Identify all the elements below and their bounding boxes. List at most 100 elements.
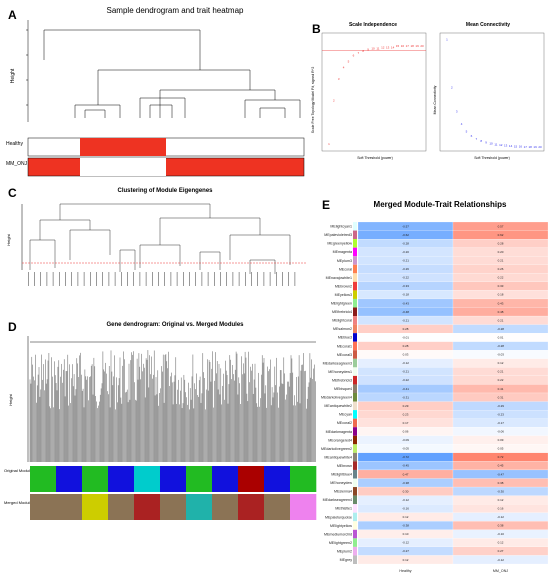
panel-d-ylabel: Height <box>8 393 13 405</box>
panel-e-cell-value: 0.20 <box>498 250 504 254</box>
panel-e-row-label: MEgrey <box>340 558 353 562</box>
panel-b-right-point: 15 <box>514 144 518 148</box>
panel-c-leaf <box>269 272 271 286</box>
panel-b-left-point: 7 <box>357 51 359 55</box>
panel-e-row-label: MEbisque4 <box>334 387 352 391</box>
panel-b-right-point: 13 <box>504 144 508 148</box>
panel-e-module-swatch <box>353 256 357 265</box>
panel-b-right-point: 20 <box>538 145 542 149</box>
panel-e-cell-value: 0.28 <box>403 327 409 331</box>
panel-e-row-label: MEhoneydew <box>330 481 352 485</box>
panel-e-row-label: MEcoral3 <box>337 353 352 357</box>
panel-d-original-segment <box>82 466 109 492</box>
panel-c-leaf <box>139 272 141 286</box>
panel-b-left-point: 2 <box>333 98 335 102</box>
panel-e-row-label: MEmagenta <box>333 250 352 254</box>
panel-b-letter: B <box>312 22 321 36</box>
panel-d-merged-segment <box>264 494 291 520</box>
panel-e-module-swatch <box>353 538 357 547</box>
panel-d-original-segment <box>134 466 161 492</box>
panel-b-right-point: 17 <box>524 145 528 149</box>
panel-b-right-point: 3 <box>456 109 458 113</box>
panel-e-row-label: MElightgreen <box>331 302 352 306</box>
panel-b-left-point: 6 <box>353 54 355 58</box>
panel-e-row-label: MElightgreen2 <box>329 541 352 545</box>
panel-e-module-swatch <box>353 247 357 257</box>
panel-e-cell-value: -0.28 <box>402 241 409 245</box>
panel-e-cell-value: -0.21 <box>402 370 409 374</box>
panel-c-leaf <box>65 272 66 286</box>
panel-d-original-segment <box>238 466 265 492</box>
panel-b-left-point: 20 <box>420 44 424 48</box>
panel-e-module-swatch <box>353 521 357 530</box>
panel-d-dendrogram: Height Original Module Merged Module <box>4 336 317 520</box>
panel-e-module-swatch <box>353 290 357 299</box>
panel-e-row-label: MEdarkmagenta <box>326 430 352 434</box>
panel-a-trait-mmonj: MM_ONJ <box>6 161 28 167</box>
panel-e-module-swatch <box>353 546 357 556</box>
panel-e-cell-value: -0.22 <box>402 378 409 382</box>
panel-e-row-label: MEdarkolivegreen2 <box>321 447 352 451</box>
panel-c-leaf <box>245 272 246 286</box>
panel-b-left-point: 16 <box>401 44 405 48</box>
panel-e-cell-value: -0.31 <box>402 395 409 399</box>
panel-b-left-point: 5 <box>348 60 350 64</box>
panel-e-cell-value: 0.45 <box>498 464 504 468</box>
panel-e-cell-value: -0.10 <box>497 532 504 536</box>
panel-c-leaf <box>195 272 196 286</box>
panel-d-merged-segment <box>134 494 161 520</box>
panel-a-ylabel: Height <box>10 68 16 83</box>
panel-e-module-swatch <box>353 298 357 308</box>
panel-e-column-label: MM_ONJ <box>493 569 508 573</box>
panel-e-module-swatch <box>353 367 357 376</box>
panel-c-leaf <box>238 272 240 286</box>
panel-e-module-swatch <box>353 512 357 522</box>
panel-d-merged-segment <box>30 494 57 520</box>
panel-e-letter: E <box>322 198 331 212</box>
panel-d-row2-label: Merged Module <box>4 500 33 505</box>
panel-c-ylabel: Height <box>6 233 11 245</box>
panel-b-right-point: 10 <box>489 142 493 146</box>
panel-e-cell-value: 0.33 <box>498 284 504 288</box>
panel-b-right-ylabel: Mean Connectivity <box>433 85 437 114</box>
panel-c-leaf <box>145 272 147 286</box>
panel-e-module-swatch <box>353 307 357 317</box>
panel-e-module-swatch <box>353 230 357 240</box>
panel-d-row1-label: Original Module <box>4 468 33 473</box>
panel-b-right-point: 5 <box>466 130 468 134</box>
panel-e-cell-value: 0.06 <box>403 430 409 434</box>
panel-e-cell-value: 0.09 <box>498 438 504 442</box>
panel-b-left-point: 9 <box>367 48 369 52</box>
panel-e-cell-value: -0.18 <box>402 293 409 297</box>
panel-b-left-frame <box>321 32 427 152</box>
panel-e-cell-value: -0.12 <box>497 558 504 562</box>
panel-c-leaf <box>102 272 103 286</box>
panel-e-cell-value: 0.72 <box>498 455 504 459</box>
panel-e-cell-value: 0.62 <box>498 233 504 237</box>
panel-e-row-label: MEyellow3 <box>335 293 352 297</box>
panel-e-row-label: MElightyellow <box>330 524 352 528</box>
panel-e-row-label: MEdarkolivegreen4 <box>321 396 352 400</box>
panel-c-letter: C <box>8 186 17 200</box>
panel-e-cell-value: 0.03 <box>403 353 409 357</box>
panel-c-leaf <box>201 272 203 286</box>
panel-e-cell-value: 0.38 <box>498 481 504 485</box>
panel-c-leaf <box>133 272 134 286</box>
panel-e-row-label: MEsalmon2 <box>333 327 352 331</box>
panel-e-cell-value: -0.28 <box>497 344 504 348</box>
panel-e-cell-value: -0.21 <box>402 318 409 322</box>
panel-e-cell-value: -0.29 <box>497 404 504 408</box>
panel-c-leaf <box>282 272 283 286</box>
panel-c-leaf <box>170 272 172 286</box>
panel-a-trait-heatmap <box>27 137 305 177</box>
panel-c-leaf <box>294 272 296 286</box>
panel-e-module-swatch <box>353 264 357 274</box>
panel-b-left-point: 15 <box>396 44 400 48</box>
panel-c-leaf <box>77 272 79 286</box>
panel-e-row-label: MEcoral <box>339 267 352 271</box>
panel-e-cell-value: 0.31 <box>498 395 504 399</box>
panel-e-module-swatch <box>353 281 357 291</box>
panel-b-right-point: 6 <box>471 134 473 138</box>
panel-d-original-segment <box>30 466 57 492</box>
panel-b-left-point: 14 <box>391 45 395 49</box>
